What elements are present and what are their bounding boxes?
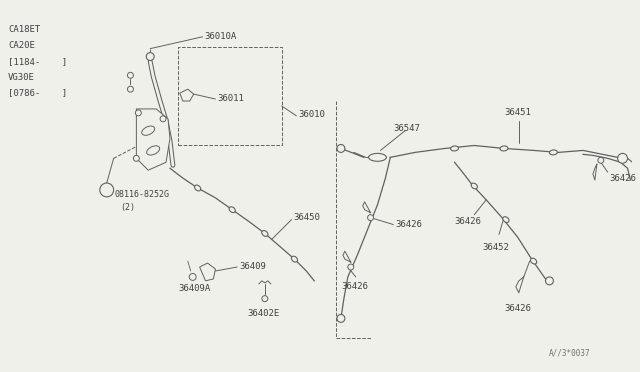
Text: 36450: 36450: [294, 213, 321, 222]
Circle shape: [598, 157, 604, 163]
Circle shape: [262, 296, 268, 302]
Text: 36010A: 36010A: [205, 32, 237, 41]
Text: 36426: 36426: [610, 174, 637, 183]
Circle shape: [545, 277, 554, 285]
Text: 36452: 36452: [482, 243, 509, 252]
Text: 36409: 36409: [239, 262, 266, 270]
Circle shape: [136, 110, 141, 116]
Circle shape: [127, 73, 133, 78]
Circle shape: [160, 116, 166, 122]
Ellipse shape: [500, 146, 508, 151]
Polygon shape: [200, 263, 216, 281]
Ellipse shape: [531, 258, 537, 264]
Ellipse shape: [451, 146, 458, 151]
Text: 36451: 36451: [504, 108, 531, 118]
Circle shape: [127, 86, 133, 92]
Text: (2): (2): [120, 203, 136, 212]
Circle shape: [189, 273, 196, 280]
Ellipse shape: [195, 185, 201, 191]
Text: 36426: 36426: [396, 220, 422, 229]
Text: 36010: 36010: [298, 110, 325, 119]
Text: A//3*0037: A//3*0037: [548, 349, 590, 357]
Text: VG30E: VG30E: [8, 73, 35, 82]
Text: 36011: 36011: [218, 93, 244, 103]
Ellipse shape: [549, 150, 557, 155]
Polygon shape: [180, 89, 194, 101]
Text: [1184-    ]: [1184- ]: [8, 57, 67, 66]
Text: 36402E: 36402E: [247, 309, 279, 318]
Text: 36409A: 36409A: [178, 284, 210, 293]
Ellipse shape: [369, 153, 387, 161]
Text: B: B: [104, 186, 109, 195]
Text: [0786-    ]: [0786- ]: [8, 89, 67, 97]
Ellipse shape: [291, 256, 298, 262]
Ellipse shape: [229, 207, 236, 213]
Text: CA18ET: CA18ET: [8, 25, 40, 34]
Circle shape: [367, 215, 374, 221]
Text: 36547: 36547: [394, 124, 420, 133]
Text: 36426: 36426: [341, 282, 368, 291]
Text: 36426: 36426: [454, 217, 481, 226]
Ellipse shape: [262, 231, 268, 236]
Text: 36426: 36426: [504, 304, 531, 313]
Circle shape: [100, 183, 114, 197]
Polygon shape: [136, 109, 170, 170]
Ellipse shape: [471, 183, 477, 189]
Text: CA20E: CA20E: [8, 41, 35, 50]
Ellipse shape: [503, 217, 509, 222]
Circle shape: [348, 264, 354, 270]
Circle shape: [133, 155, 140, 161]
Circle shape: [147, 52, 154, 61]
Circle shape: [337, 314, 345, 323]
Circle shape: [618, 153, 627, 163]
Text: 08116-8252G: 08116-8252G: [115, 190, 170, 199]
Circle shape: [337, 144, 345, 153]
